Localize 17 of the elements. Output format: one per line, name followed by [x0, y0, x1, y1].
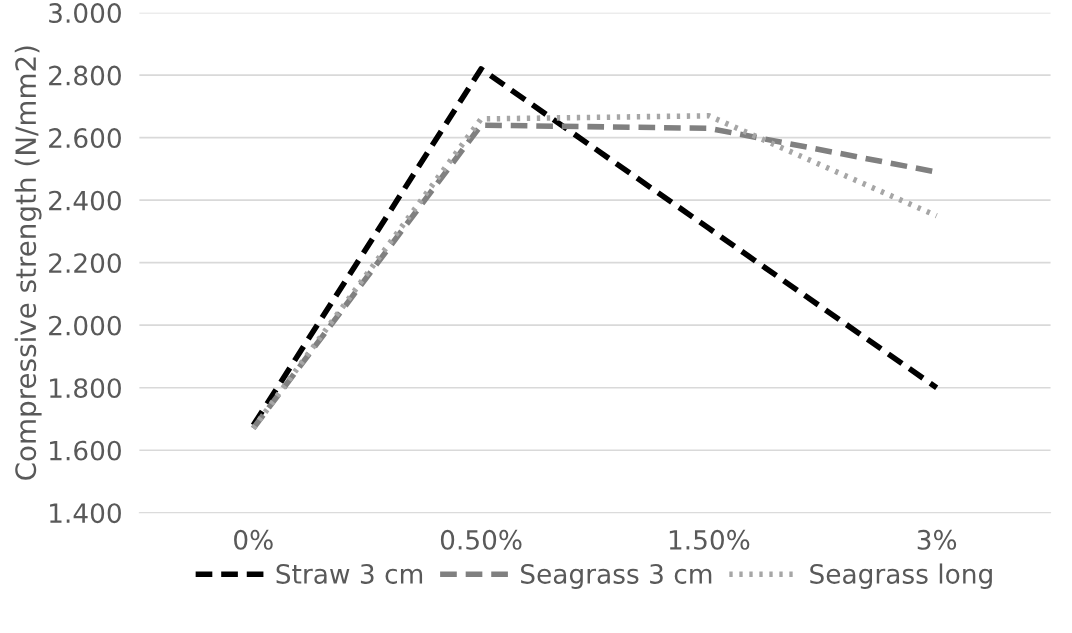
- y-axis-title: Compressive strength (N/mm2): [14, 46, 42, 480]
- y-tick-label: 1.600: [50, 440, 121, 461]
- legend-label: Seagrass long: [810, 563, 992, 589]
- y-tick-label: 2.800: [49, 65, 121, 86]
- y-tick-label: 3.000: [49, 3, 121, 24]
- x-tick-label: 0%: [234, 529, 273, 550]
- x-tick-label: 0.50%: [440, 529, 522, 550]
- y-tick-label: 2.000: [49, 315, 121, 336]
- x-tick-label: 3%: [917, 529, 957, 550]
- y-tick-label: 2.400: [49, 190, 121, 211]
- x-tick-label: 1.50%: [669, 529, 750, 550]
- y-tick-label: 2.600: [49, 128, 121, 149]
- y-tick-label: 1.400: [50, 503, 121, 524]
- legend-label: Seagrass 3 cm: [521, 563, 712, 589]
- legend-label: Straw 3 cm: [276, 563, 423, 584]
- y-tick-label: 2.200: [49, 253, 121, 274]
- y-tick-label: 1.800: [50, 378, 121, 399]
